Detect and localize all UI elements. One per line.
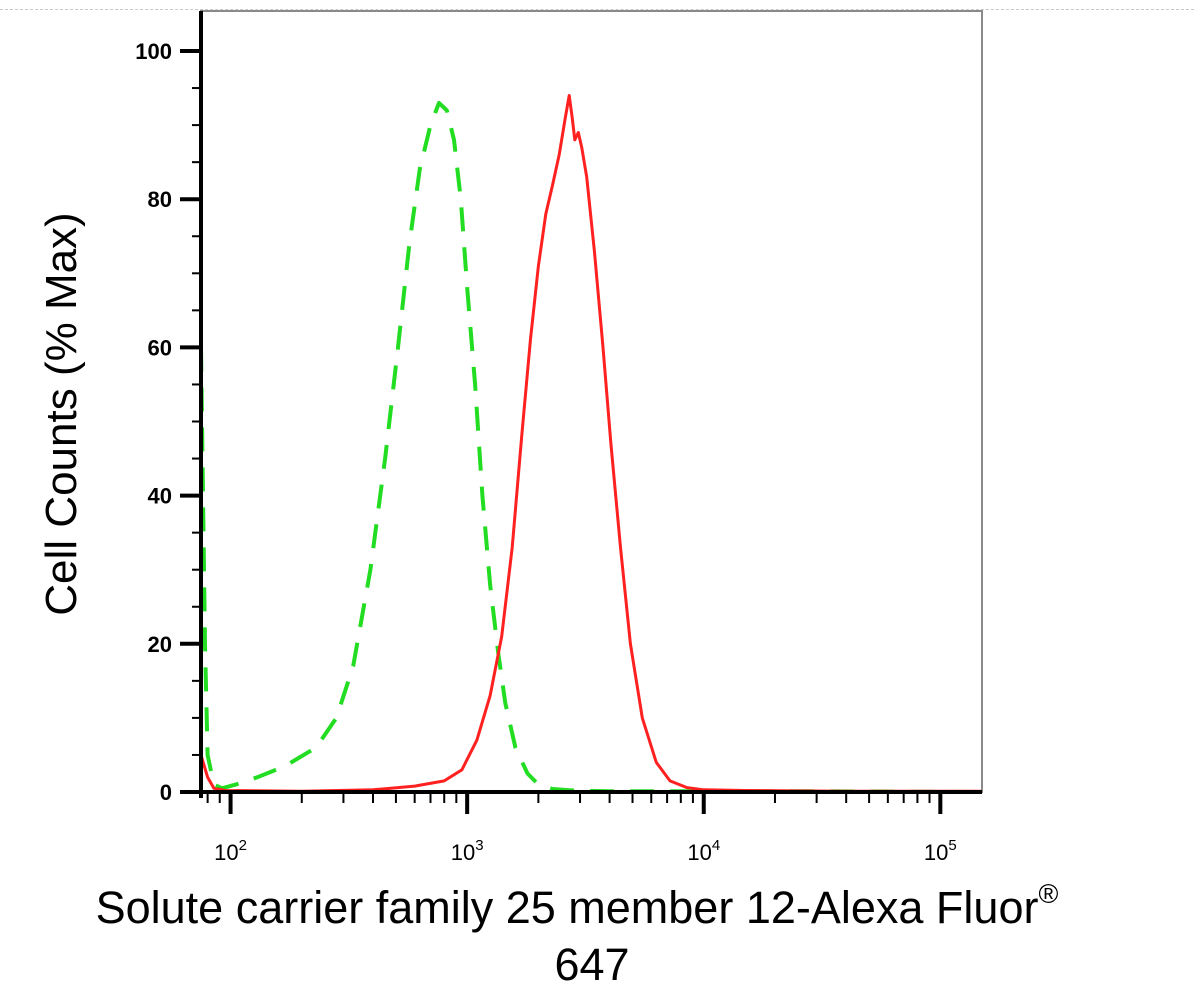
x-tick-label: 105 <box>924 837 957 865</box>
axes-layer <box>180 11 982 814</box>
x-axis-label-main: Solute carrier family 25 member 12-Alexa… <box>96 882 1039 933</box>
y-tick-label: 60 <box>148 335 172 360</box>
x-tick-label: 103 <box>451 837 484 865</box>
series-line-2 <box>199 94 982 793</box>
y-tick-label: 100 <box>135 39 172 64</box>
x-axis-label-line2: 647 <box>554 939 629 990</box>
x-tick-label: 104 <box>687 837 720 865</box>
registered-mark: ® <box>1038 879 1058 909</box>
series-layer <box>199 94 983 794</box>
y-tick-label: 40 <box>148 484 172 509</box>
y-tick-label: 0 <box>160 780 172 805</box>
x-tick-label: 102 <box>214 837 247 865</box>
series-line-1 <box>199 100 983 794</box>
x-tick-labels: 102 103 104 105 <box>214 837 957 865</box>
y-axis-label: Cell Counts (% Max) <box>37 212 86 615</box>
x-axis-label: Solute carrier family 25 member 12-Alexa… <box>96 879 1059 933</box>
y-tick-label: 80 <box>148 187 172 212</box>
y-tick-labels: 0 20 40 60 80 100 <box>135 39 172 805</box>
y-tick-label: 20 <box>148 632 172 657</box>
top-dashed-rule <box>0 9 1194 10</box>
plot-frame <box>200 10 983 793</box>
